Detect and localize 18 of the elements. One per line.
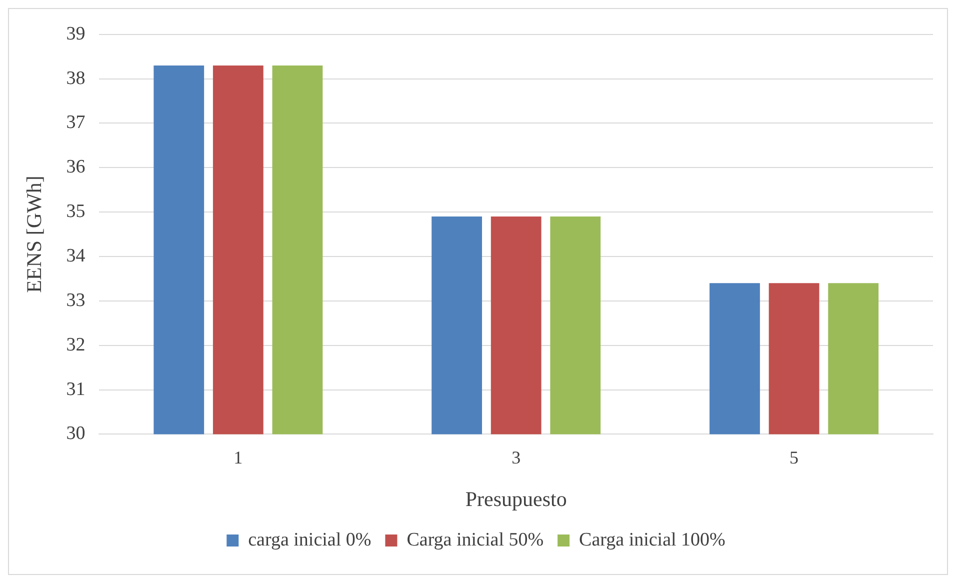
x-tick-label: 5 <box>790 448 799 468</box>
x-tick-label: 1 <box>234 448 243 468</box>
legend-label: Carga inicial 100% <box>579 529 726 550</box>
y-tick-label: 36 <box>66 156 86 178</box>
y-tick-label: 32 <box>66 334 86 356</box>
y-tick-label: 30 <box>66 423 86 444</box>
y-tick-label: 37 <box>66 112 86 134</box>
y-tick-label: 34 <box>66 245 86 266</box>
y-axis-title: EENS [GWh] <box>22 176 46 293</box>
y-tick-label: 38 <box>66 68 86 89</box>
y-tick-label: 39 <box>66 23 86 44</box>
x-tick-label: 3 <box>512 448 521 468</box>
y-tick-label: 31 <box>66 378 86 400</box>
y-tick-label: 33 <box>66 290 86 311</box>
legend-label: Carga inicial 50% <box>406 529 544 550</box>
legend-label: carga inicial 0% <box>248 529 372 550</box>
x-axis-title: Presupuesto <box>465 486 567 511</box>
y-tick-label: 35 <box>66 201 86 222</box>
